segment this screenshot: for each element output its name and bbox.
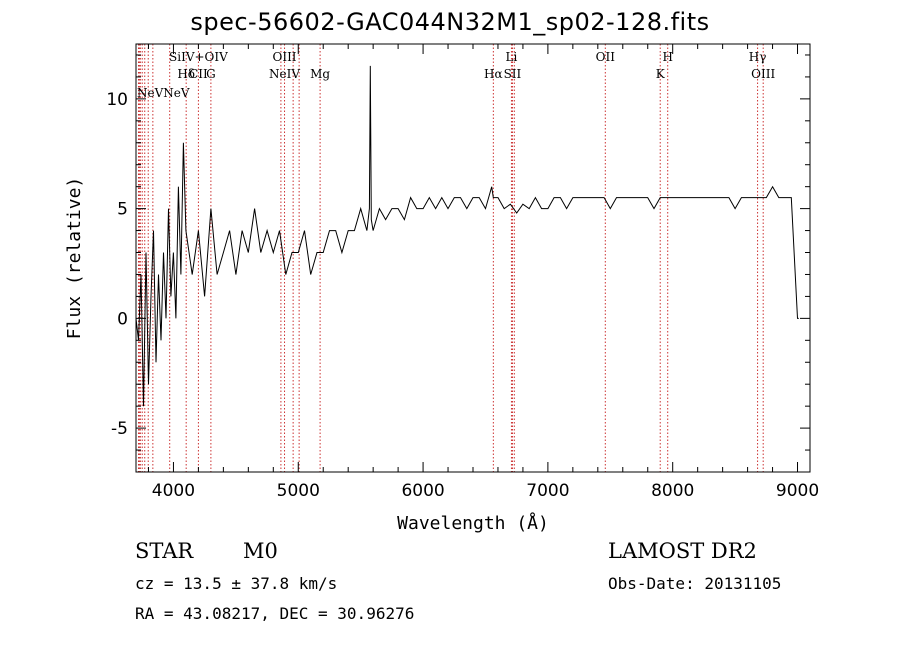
plot-frame [135,43,811,473]
chart-title: spec-56602-GAC044N32M1_sp02-128.fits [190,8,710,36]
x-tick-label: 7000 [526,481,569,501]
line-label-bottom: Hδ [177,67,195,81]
line-label-top: SiIV+OIV [169,50,228,64]
line-label-bottom: G [206,67,216,81]
object-class: STAR [135,539,194,563]
survey-name: LAMOST DR2 [608,539,757,563]
object-subclass: M0 [243,539,278,563]
emission-line-markers [137,44,764,472]
y-axis-label: Flux (relative) [64,177,85,340]
x-axis-label: Wavelength (Å) [397,512,549,534]
x-tick-label: 5000 [277,481,320,501]
line-label-bottom: Hα [484,67,503,81]
line-label-top: Li [506,50,518,64]
line-label-top: H [662,50,672,64]
line-label-top: Hγ [749,50,767,64]
line-label-bottom: OIII [751,67,775,81]
x-tick-label: 4000 [152,481,195,501]
y-tick-label: 0 [117,309,128,329]
coordinates: RA = 43.08217, DEC = 30.96276 [135,604,415,623]
observation-date: Obs-Date: 20131105 [608,574,782,593]
chart-ticks: 4000 5000 6000 7000 8000 9000 -5 0 5 10 [106,44,819,501]
line-label-bottom: K [656,67,666,81]
line-label-bottom: NeIV [269,67,300,81]
redshift-velocity: cz = 13.5 ± 37.8 km/s [135,574,338,593]
line-label-cluster: NeVNeV [137,86,190,100]
chart-axes [135,43,811,473]
line-label-bottom: SII [504,67,522,81]
spectrum-line [135,65,799,407]
line-label-top: OII [596,50,616,64]
line-label-top: OIII [272,50,296,64]
spectrum-series [135,65,799,407]
line-label-bottom: CII [189,67,208,81]
x-tick-label: 9000 [776,481,819,501]
y-tick-label: 5 [117,200,128,220]
y-tick-label: 10 [106,90,128,110]
y-tick-label: -5 [111,419,128,439]
x-tick-label: 6000 [401,481,444,501]
x-tick-label: 8000 [651,481,694,501]
line-label-bottom: Mg [310,67,330,81]
